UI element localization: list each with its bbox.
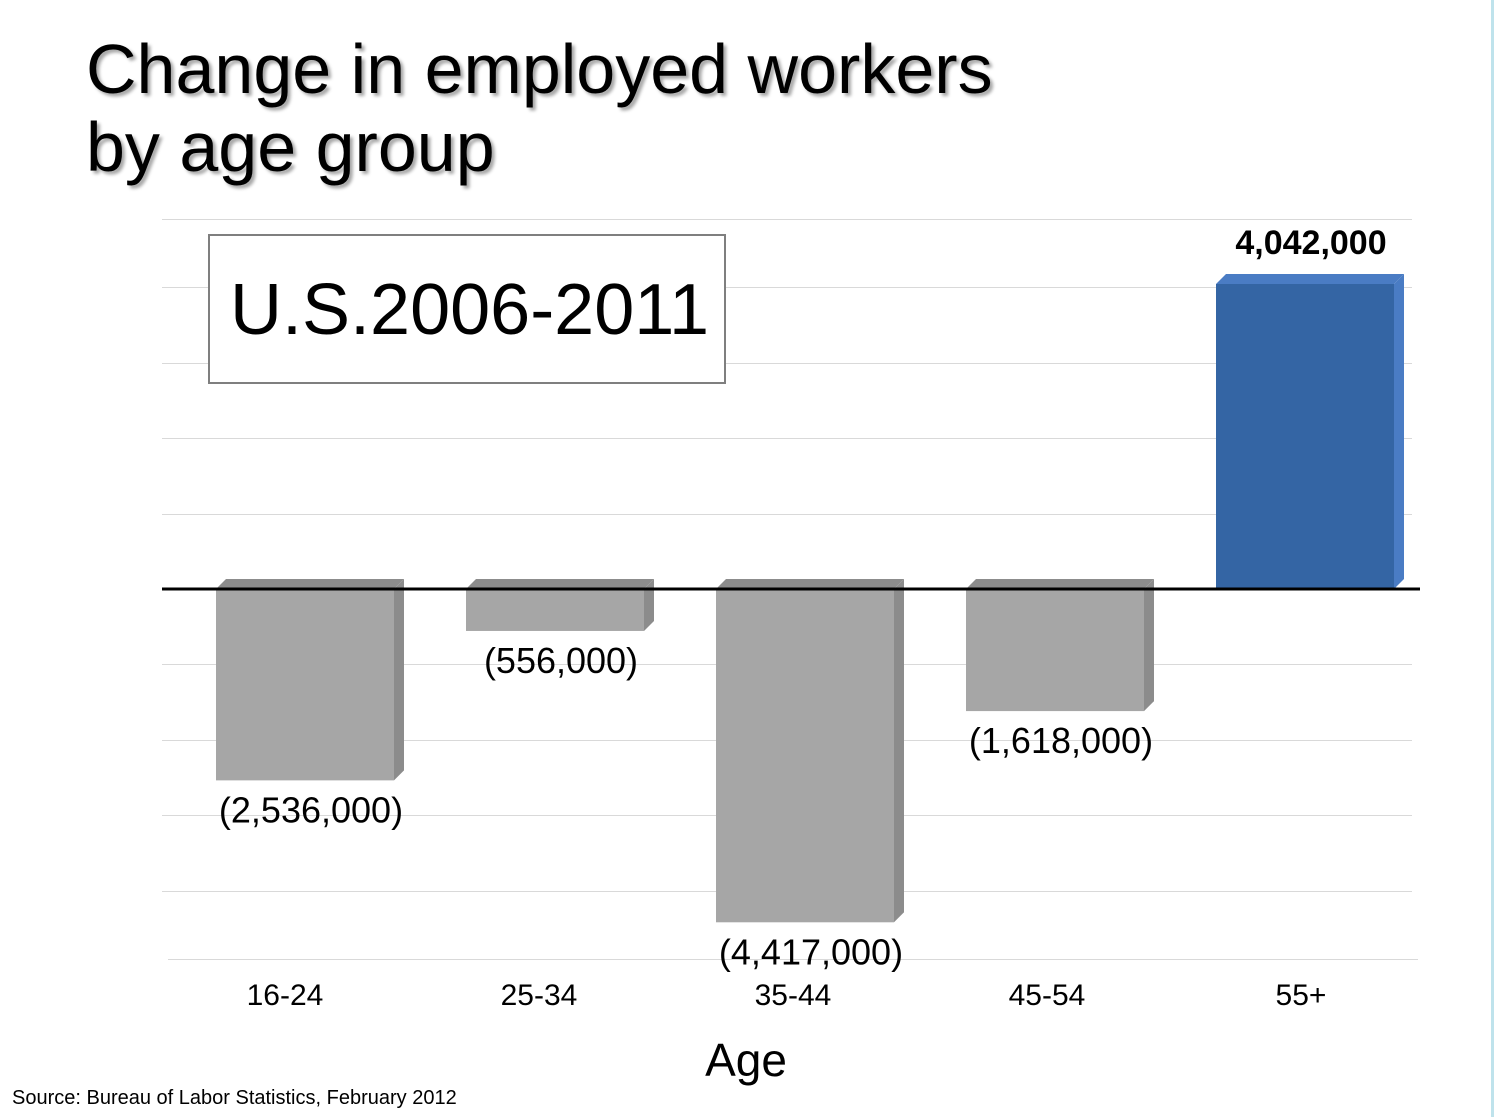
bar-front bbox=[966, 589, 1144, 712]
x-tick-label-25-34: 25-34 bbox=[501, 979, 578, 1012]
region-annotation-box: U.S.2006-2011 bbox=[208, 234, 726, 384]
region-annotation-label: U.S.2006-2011 bbox=[230, 270, 710, 350]
bar-top bbox=[716, 579, 904, 589]
source-note: Source: Bureau of Labor Statistics, Febr… bbox=[12, 1087, 457, 1109]
bar-side bbox=[644, 579, 654, 631]
chart-title: Change in employed workers by age group bbox=[86, 30, 993, 186]
bar-top bbox=[966, 579, 1154, 589]
data-label-16-24: (2,536,000) bbox=[219, 789, 403, 830]
chart-title-line-1: Change in employed workers bbox=[86, 30, 993, 108]
bar-front bbox=[716, 589, 894, 923]
bar-55+ bbox=[1216, 274, 1404, 589]
x-tick-label-55+: 55+ bbox=[1276, 979, 1327, 1012]
bar-side bbox=[1144, 579, 1154, 712]
bar-side bbox=[394, 579, 404, 781]
bar-top bbox=[1216, 274, 1404, 284]
bar-top bbox=[466, 579, 654, 589]
x-tick-label-45-54: 45-54 bbox=[1009, 979, 1086, 1012]
bar-side bbox=[1394, 274, 1404, 589]
bar-45-54 bbox=[966, 579, 1154, 712]
bar-front bbox=[1216, 284, 1394, 589]
slide-edge-accent bbox=[1491, 0, 1494, 1117]
data-label-55+: 4,042,000 bbox=[1235, 224, 1386, 262]
bars bbox=[216, 274, 1404, 923]
x-axis-title: Age bbox=[705, 1034, 787, 1086]
x-tick-label-35-44: 35-44 bbox=[755, 979, 832, 1012]
bar-35-44 bbox=[716, 579, 904, 923]
data-label-45-54: (1,618,000) bbox=[969, 720, 1153, 761]
chart-title-line-2: by age group bbox=[86, 108, 495, 186]
bar-16-24 bbox=[216, 579, 404, 781]
data-label-25-34: (556,000) bbox=[484, 640, 638, 681]
data-label-35-44: (4,417,000) bbox=[719, 931, 903, 972]
bar-front bbox=[216, 589, 394, 781]
bar-top bbox=[216, 579, 404, 589]
x-tick-label-16-24: 16-24 bbox=[247, 979, 324, 1012]
bar-25-34 bbox=[466, 579, 654, 631]
bar-front bbox=[466, 589, 644, 631]
bar-side bbox=[894, 579, 904, 923]
data-labels: (2,536,000) (556,000) (4,417,000) (1,618,00… bbox=[219, 224, 1387, 972]
x-axis-ticks: 16-24 25-34 35-44 45-54 55+ bbox=[247, 979, 1327, 1012]
